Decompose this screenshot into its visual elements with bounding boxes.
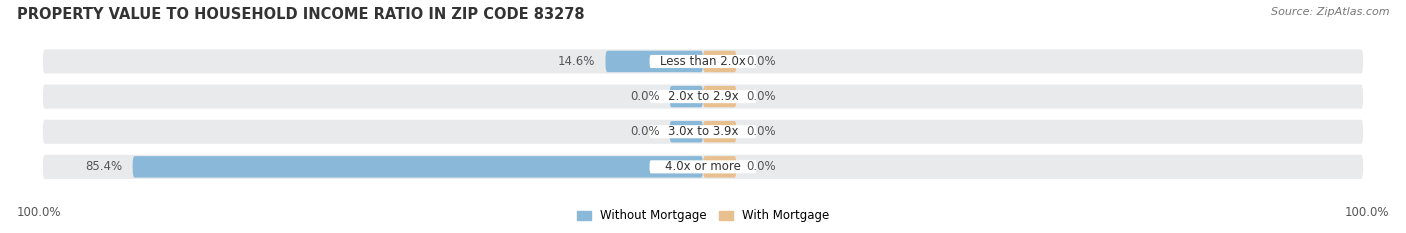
FancyBboxPatch shape bbox=[669, 121, 703, 142]
FancyBboxPatch shape bbox=[703, 121, 737, 142]
FancyBboxPatch shape bbox=[650, 160, 756, 173]
Text: 0.0%: 0.0% bbox=[747, 125, 776, 138]
Text: Less than 2.0x: Less than 2.0x bbox=[659, 55, 747, 68]
Text: 0.0%: 0.0% bbox=[747, 55, 776, 68]
FancyBboxPatch shape bbox=[42, 83, 1364, 110]
Text: PROPERTY VALUE TO HOUSEHOLD INCOME RATIO IN ZIP CODE 83278: PROPERTY VALUE TO HOUSEHOLD INCOME RATIO… bbox=[17, 7, 585, 22]
Text: 2.0x to 2.9x: 2.0x to 2.9x bbox=[668, 90, 738, 103]
FancyBboxPatch shape bbox=[650, 55, 756, 68]
FancyBboxPatch shape bbox=[669, 86, 703, 107]
FancyBboxPatch shape bbox=[606, 51, 703, 72]
Text: 0.0%: 0.0% bbox=[747, 90, 776, 103]
Text: 0.0%: 0.0% bbox=[747, 160, 776, 173]
Text: 14.6%: 14.6% bbox=[558, 55, 596, 68]
FancyBboxPatch shape bbox=[703, 51, 737, 72]
Text: 0.0%: 0.0% bbox=[630, 125, 659, 138]
Text: Source: ZipAtlas.com: Source: ZipAtlas.com bbox=[1271, 7, 1389, 17]
Text: 100.0%: 100.0% bbox=[17, 206, 62, 219]
Text: 4.0x or more: 4.0x or more bbox=[665, 160, 741, 173]
Text: 85.4%: 85.4% bbox=[86, 160, 122, 173]
Text: 0.0%: 0.0% bbox=[630, 90, 659, 103]
FancyBboxPatch shape bbox=[132, 156, 703, 178]
FancyBboxPatch shape bbox=[703, 86, 737, 107]
FancyBboxPatch shape bbox=[703, 156, 737, 178]
FancyBboxPatch shape bbox=[42, 48, 1364, 75]
Text: 100.0%: 100.0% bbox=[1344, 206, 1389, 219]
FancyBboxPatch shape bbox=[42, 119, 1364, 145]
Text: 3.0x to 3.9x: 3.0x to 3.9x bbox=[668, 125, 738, 138]
FancyBboxPatch shape bbox=[650, 125, 756, 138]
FancyBboxPatch shape bbox=[42, 154, 1364, 180]
FancyBboxPatch shape bbox=[650, 90, 756, 103]
Legend: Without Mortgage, With Mortgage: Without Mortgage, With Mortgage bbox=[572, 205, 834, 227]
